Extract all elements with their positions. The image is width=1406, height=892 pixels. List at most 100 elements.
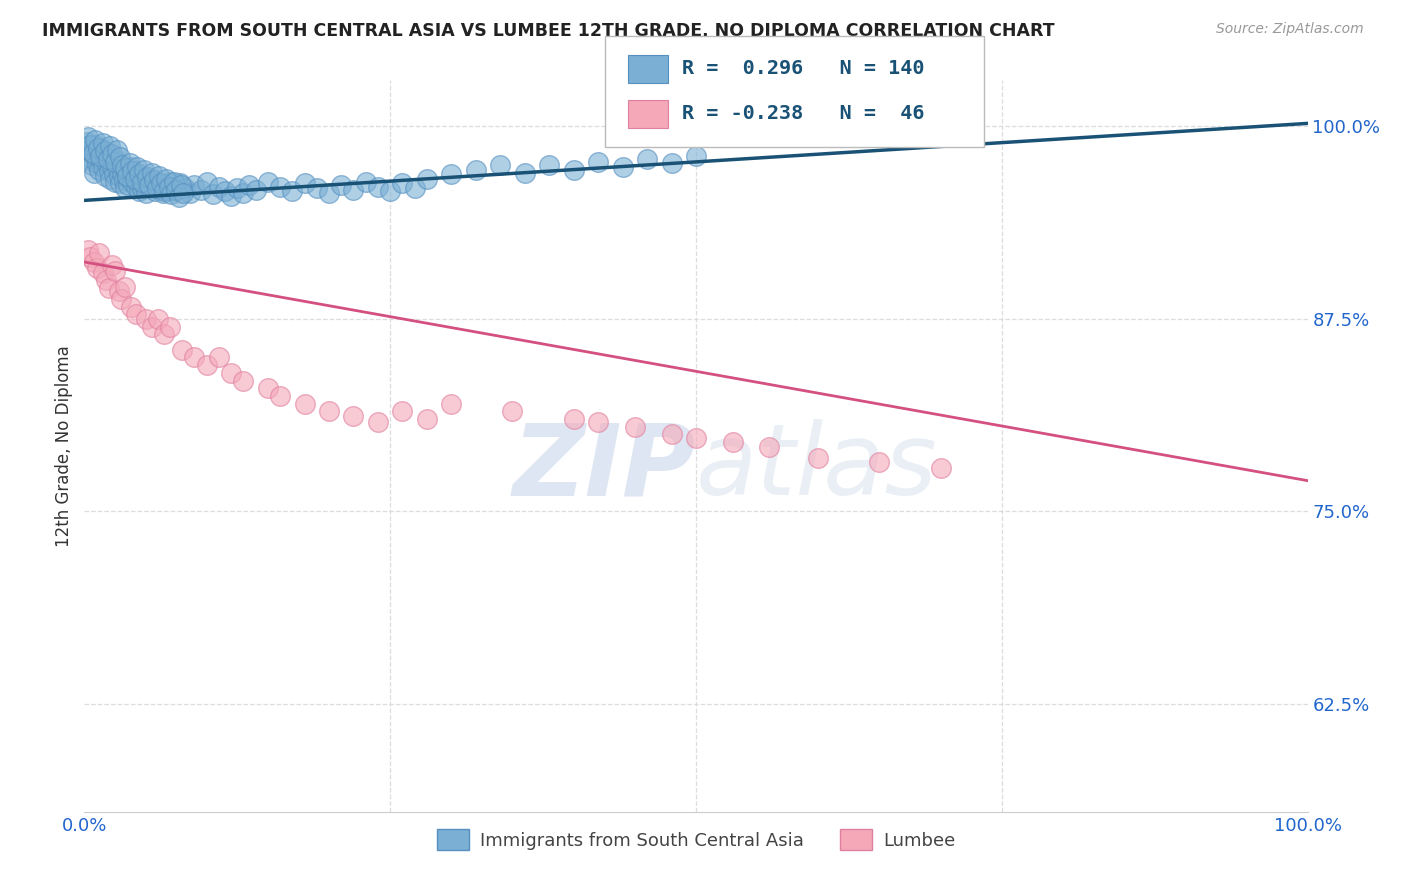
Point — [612, 160, 634, 174]
Point — [114, 279, 136, 293]
Point — [83, 166, 105, 180]
Point — [141, 166, 163, 180]
Point — [159, 319, 181, 334]
Point — [86, 261, 108, 276]
Point — [79, 251, 101, 265]
Point — [141, 319, 163, 334]
Point — [195, 358, 218, 372]
Point — [305, 181, 328, 195]
Point — [232, 186, 254, 200]
Point — [440, 167, 463, 181]
Point — [146, 312, 169, 326]
Point — [97, 152, 120, 166]
Point — [121, 175, 143, 189]
Point — [160, 187, 183, 202]
Point — [118, 156, 141, 170]
Point — [502, 404, 524, 418]
Point — [562, 412, 585, 426]
Point — [77, 143, 100, 157]
Point — [128, 167, 150, 181]
Point — [97, 145, 120, 160]
Point — [404, 181, 426, 195]
Point — [125, 307, 148, 321]
Point — [183, 178, 205, 192]
Point — [183, 351, 205, 365]
Point — [226, 181, 249, 195]
Point — [167, 190, 190, 204]
Point — [82, 145, 104, 160]
Point — [354, 175, 377, 189]
Point — [84, 133, 107, 147]
Point — [134, 178, 156, 192]
Point — [685, 431, 707, 445]
Point — [115, 169, 138, 183]
Point — [869, 455, 891, 469]
Point — [125, 169, 148, 183]
Point — [219, 366, 242, 380]
Point — [87, 141, 110, 155]
Point — [131, 175, 153, 189]
Point — [114, 181, 136, 195]
Point — [87, 245, 110, 260]
Point — [153, 178, 176, 192]
Point — [214, 184, 236, 198]
Point — [165, 183, 187, 197]
Point — [170, 178, 193, 192]
Point — [318, 404, 340, 418]
Point — [125, 160, 148, 174]
Point — [114, 161, 136, 175]
Point — [162, 179, 184, 194]
Point — [131, 181, 153, 195]
Point — [76, 135, 98, 149]
Point — [82, 147, 104, 161]
Point — [77, 130, 100, 145]
Point — [416, 171, 439, 186]
Point — [153, 184, 176, 198]
Point — [84, 138, 107, 153]
Text: IMMIGRANTS FROM SOUTH CENTRAL ASIA VS LUMBEE 12TH GRADE, NO DIPLOMA CORRELATION : IMMIGRANTS FROM SOUTH CENTRAL ASIA VS LU… — [42, 22, 1054, 40]
Point — [125, 179, 148, 194]
Point — [172, 343, 194, 357]
Point — [110, 158, 132, 172]
Point — [269, 179, 291, 194]
Point — [342, 183, 364, 197]
Point — [93, 149, 115, 163]
Point — [380, 184, 402, 198]
Point — [107, 285, 129, 299]
Point — [110, 292, 132, 306]
Point — [105, 143, 128, 157]
Point — [562, 162, 585, 177]
Point — [153, 327, 176, 342]
Point — [108, 150, 131, 164]
Point — [238, 178, 260, 192]
Point — [118, 160, 141, 174]
Point — [89, 149, 111, 163]
Point — [281, 184, 304, 198]
Point — [120, 167, 142, 181]
Point — [90, 141, 112, 155]
Point — [172, 186, 194, 200]
Point — [136, 177, 159, 191]
Point — [77, 243, 100, 257]
Point — [190, 183, 212, 197]
Point — [135, 186, 157, 200]
Point — [758, 440, 780, 454]
Point — [135, 312, 157, 326]
Point — [391, 177, 413, 191]
Point — [179, 186, 201, 200]
Point — [294, 177, 316, 191]
Point — [513, 166, 536, 180]
Point — [149, 181, 172, 195]
Point — [117, 178, 139, 192]
Point — [156, 183, 179, 197]
Point — [145, 181, 167, 195]
Point — [245, 183, 267, 197]
Point — [79, 153, 101, 168]
Point — [143, 173, 166, 187]
Point — [111, 166, 134, 180]
Point — [538, 158, 561, 172]
Point — [195, 175, 218, 189]
Point — [98, 171, 121, 186]
Point — [636, 152, 658, 166]
Point — [586, 415, 609, 429]
